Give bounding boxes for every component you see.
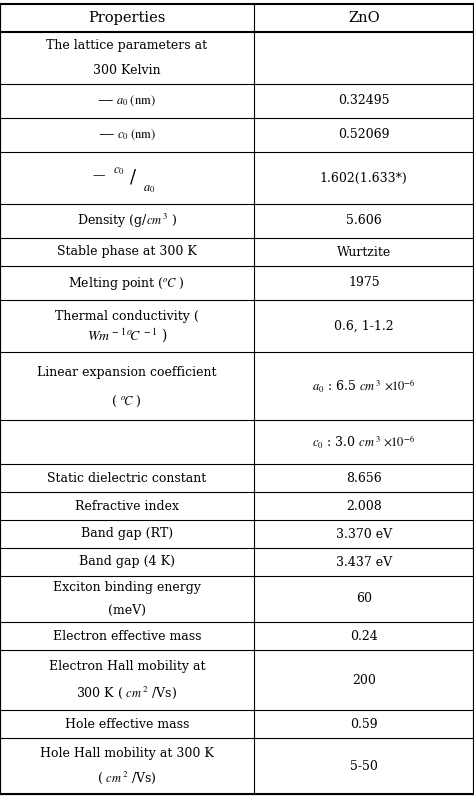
Text: (meV): (meV) [108,604,146,617]
Text: Wurtzite: Wurtzite [337,246,391,258]
Text: Hole Hall mobility at 300 K: Hole Hall mobility at 300 K [40,747,214,760]
Text: 3.437 eV: 3.437 eV [336,555,392,569]
Text: Properties: Properties [88,11,165,25]
Text: $-\!\!-\,c_0\;(\mathrm{nm})$: $-\!\!-\,c_0\;(\mathrm{nm})$ [98,128,156,142]
Text: 0.24: 0.24 [350,630,378,642]
Text: Refractive index: Refractive index [75,499,179,513]
Text: Electron effective mass: Electron effective mass [53,630,201,642]
Text: 0.52069: 0.52069 [338,129,390,142]
Text: Exciton binding energy: Exciton binding energy [53,581,201,594]
Text: 0.6, 1-1.2: 0.6, 1-1.2 [334,319,393,333]
Text: 8.656: 8.656 [346,471,382,485]
Text: Static dielectric constant: Static dielectric constant [47,471,206,485]
Text: ( $\mathit{cm}^{\,2}$ /Vs): ( $\mathit{cm}^{\,2}$ /Vs) [97,770,157,786]
Text: 3.370 eV: 3.370 eV [336,527,392,541]
Text: ( $^o\!C$ ): ( $^o\!C$ ) [111,394,142,409]
Text: /: / [130,169,136,187]
Text: Thermal conductivity (: Thermal conductivity ( [55,310,199,323]
Text: 1.602(1.633*): 1.602(1.633*) [320,171,408,185]
Text: $a_0$: $a_0$ [143,182,155,194]
Text: Melting point ($^o\!C$ ): Melting point ($^o\!C$ ) [68,274,185,291]
Text: $c_0$ : 3.0 $\mathit{cm}^{\,3}$ $\times\!10^{-6}$: $c_0$ : 3.0 $\mathit{cm}^{\,3}$ $\times\… [312,434,415,451]
Text: Linear expansion coefficient: Linear expansion coefficient [37,366,217,379]
Text: Density (g/$\mathit{cm}^{\,3}$ ): Density (g/$\mathit{cm}^{\,3}$ ) [77,212,177,230]
Text: $\mathit{Wm}^{\,-1\,o}\!\mathit{C}^{\,-1}$ ): $\mathit{Wm}^{\,-1\,o}\!\mathit{C}^{\,-1… [87,327,167,346]
Text: 200: 200 [352,674,376,686]
Text: $c_0$: $c_0$ [113,163,125,177]
Text: Band gap (RT): Band gap (RT) [81,527,173,541]
Text: 60: 60 [356,593,372,606]
Text: 1975: 1975 [348,277,380,290]
Text: Stable phase at 300 K: Stable phase at 300 K [57,246,197,258]
Text: The lattice parameters at: The lattice parameters at [46,38,207,51]
Text: Hole effective mass: Hole effective mass [64,718,189,730]
Text: 5-50: 5-50 [350,759,378,773]
Text: ZnO: ZnO [348,11,380,25]
Text: 0.59: 0.59 [350,718,378,730]
Text: 300 Kelvin: 300 Kelvin [93,65,161,78]
Text: 300 K ( $\mathit{cm}^{\,2}$ /Vs): 300 K ( $\mathit{cm}^{\,2}$ /Vs) [76,685,177,702]
Text: —: — [92,170,105,182]
Text: $a_0$ : 6.5 $\mathit{cm}^{\,3}$ $\times\!10^{-6}$: $a_0$ : 6.5 $\mathit{cm}^{\,3}$ $\times\… [312,378,416,395]
Text: 2.008: 2.008 [346,499,382,513]
Text: 0.32495: 0.32495 [338,94,390,107]
Text: 5.606: 5.606 [346,214,382,227]
Text: Electron Hall mobility at: Electron Hall mobility at [48,660,205,674]
Text: $-\!\!-\,a_0\;(\mathrm{nm})$: $-\!\!-\,a_0\;(\mathrm{nm})$ [98,94,156,108]
Text: Band gap (4 K): Band gap (4 K) [79,555,175,569]
